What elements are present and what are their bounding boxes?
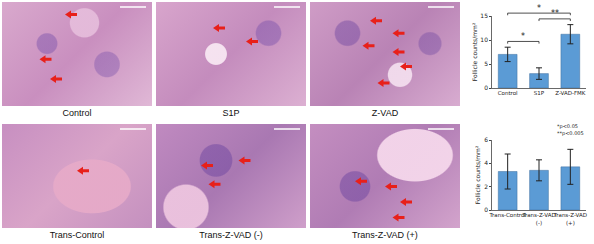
svg-text:10: 10 — [480, 36, 488, 43]
html-text:Trans-Z-VAD (-): Trans-Z-VAD (-) — [199, 230, 263, 240]
svg-text:2: 2 — [484, 183, 488, 190]
svg-text:Z-VAD-FMK: Z-VAD-FMK — [555, 90, 586, 96]
html-text:Z-VAD: Z-VAD — [371, 108, 399, 118]
svg-text:Control: Control — [498, 90, 518, 96]
svg-text:6: 6 — [484, 136, 488, 143]
svg-text:Trans-Z-VAD(+): Trans-Z-VAD(+) — [553, 212, 587, 225]
html-text:Trans-Control: Trans-Control — [49, 230, 105, 240]
svg-text:Trans-Control: Trans-Control — [488, 212, 526, 218]
svg-text:5: 5 — [484, 60, 488, 67]
html-text:Trans-Z-VAD (+): Trans-Z-VAD (+) — [352, 230, 418, 240]
svg-text:4: 4 — [484, 159, 488, 166]
svg-text:S1P: S1P — [534, 90, 545, 96]
svg-text:Follicle counts/mm²: Follicle counts/mm² — [474, 145, 481, 204]
svg-text:0: 0 — [484, 206, 488, 213]
svg-text:Trans-Z-VAD(-): Trans-Z-VAD(-) — [521, 212, 555, 225]
svg-text:**: ** — [551, 9, 559, 18]
svg-text:Follicle counts/mm²: Follicle counts/mm² — [471, 22, 478, 81]
svg-text:0: 0 — [484, 84, 488, 91]
html-text:Control: Control — [62, 108, 92, 118]
svg-text:*: * — [521, 32, 525, 41]
svg-text:15: 15 — [480, 12, 488, 19]
svg-text:*: * — [537, 4, 541, 13]
svg-text:*p<0.05**p<0.005: *p<0.05**p<0.005 — [557, 123, 584, 137]
html-text:S1P: S1P — [222, 108, 240, 118]
